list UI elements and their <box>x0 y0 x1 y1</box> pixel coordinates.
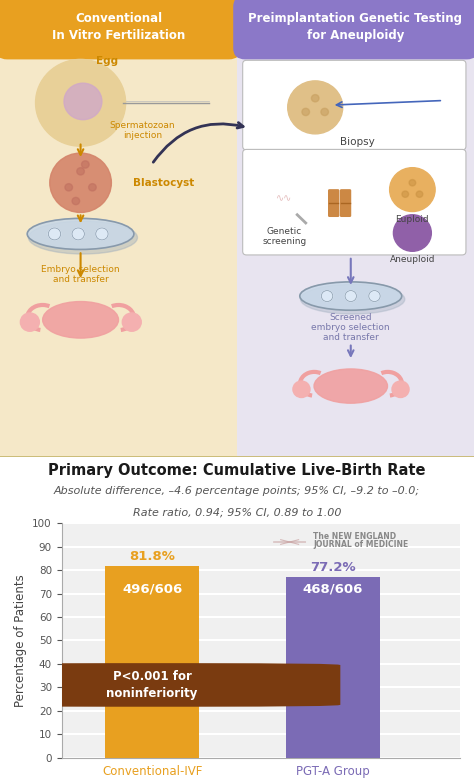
Text: The NEW ENGLAND: The NEW ENGLAND <box>313 532 396 540</box>
Text: Genetic
screening: Genetic screening <box>262 226 307 246</box>
Ellipse shape <box>300 282 401 310</box>
Text: Absolute difference, –4.6 percentage points; 95% CI, –9.2 to –0.0;: Absolute difference, –4.6 percentage poi… <box>54 486 420 496</box>
Text: P<0.001 for
noninferiority: P<0.001 for noninferiority <box>107 670 198 700</box>
FancyBboxPatch shape <box>243 60 466 150</box>
Text: Egg: Egg <box>96 55 118 66</box>
Circle shape <box>20 313 39 331</box>
Text: Biopsy: Biopsy <box>340 137 375 147</box>
Y-axis label: Percentage of Patients: Percentage of Patients <box>14 574 27 707</box>
Text: Spermatozoan
injection: Spermatozoan injection <box>109 120 175 140</box>
Circle shape <box>122 313 141 331</box>
Ellipse shape <box>27 219 134 249</box>
FancyBboxPatch shape <box>328 189 339 217</box>
FancyBboxPatch shape <box>0 663 340 707</box>
Text: Embryo selection
and transfer: Embryo selection and transfer <box>41 265 120 284</box>
Text: ∿∿: ∿∿ <box>276 193 292 203</box>
Text: 81.8%: 81.8% <box>129 550 175 563</box>
Text: Blastocyst: Blastocyst <box>133 178 194 187</box>
Circle shape <box>288 81 343 134</box>
Circle shape <box>89 184 96 191</box>
Ellipse shape <box>28 221 137 254</box>
Circle shape <box>50 153 111 212</box>
Circle shape <box>392 381 409 398</box>
Text: Conventional
In Vitro Fertilization: Conventional In Vitro Fertilization <box>52 12 185 42</box>
FancyBboxPatch shape <box>340 189 351 217</box>
Bar <box>105 566 199 758</box>
Circle shape <box>302 109 310 116</box>
Ellipse shape <box>43 301 118 338</box>
Circle shape <box>321 109 328 116</box>
FancyBboxPatch shape <box>0 0 241 59</box>
FancyBboxPatch shape <box>233 0 474 59</box>
Circle shape <box>409 180 416 186</box>
Text: Rate ratio, 0.94; 95% CI, 0.89 to 1.00: Rate ratio, 0.94; 95% CI, 0.89 to 1.00 <box>133 508 341 517</box>
Bar <box>237 0 474 457</box>
Text: 77.2%: 77.2% <box>310 561 356 574</box>
Circle shape <box>293 381 310 398</box>
Circle shape <box>36 59 126 146</box>
Circle shape <box>48 228 61 240</box>
Text: Preimplantation Genetic Testing
for Aneuploidy: Preimplantation Genetic Testing for Aneu… <box>248 12 463 42</box>
Circle shape <box>77 168 84 175</box>
Circle shape <box>402 191 409 198</box>
Ellipse shape <box>301 284 405 314</box>
Circle shape <box>72 198 80 205</box>
FancyBboxPatch shape <box>243 149 466 255</box>
Text: JOURNAL of MEDICINE: JOURNAL of MEDICINE <box>313 540 409 549</box>
Text: Euploid: Euploid <box>396 215 429 223</box>
Text: Aneuploid: Aneuploid <box>390 255 435 264</box>
Circle shape <box>345 291 356 301</box>
Ellipse shape <box>314 369 387 403</box>
Circle shape <box>321 291 333 301</box>
Circle shape <box>65 184 73 191</box>
Circle shape <box>311 95 319 102</box>
Text: 468/606: 468/606 <box>303 583 363 595</box>
Text: Primary Outcome: Cumulative Live-Birth Rate: Primary Outcome: Cumulative Live-Birth R… <box>48 462 426 478</box>
Circle shape <box>96 228 108 240</box>
Circle shape <box>416 191 423 198</box>
Text: Screened
embryo selection
and transfer: Screened embryo selection and transfer <box>311 312 390 342</box>
Bar <box>0 0 237 457</box>
Circle shape <box>72 228 84 240</box>
Circle shape <box>393 215 431 251</box>
Circle shape <box>64 83 102 119</box>
Circle shape <box>369 291 380 301</box>
Circle shape <box>82 161 89 168</box>
Bar <box>286 576 380 758</box>
Circle shape <box>390 168 435 212</box>
Text: 496/606: 496/606 <box>122 583 182 595</box>
